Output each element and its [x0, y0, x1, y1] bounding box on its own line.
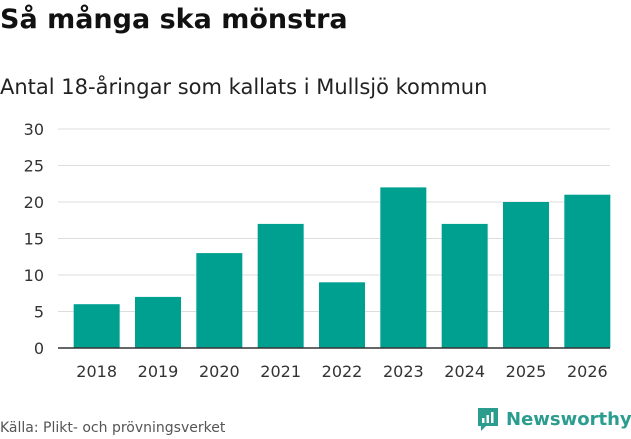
- y-tick-label: 0: [34, 339, 44, 358]
- y-tick-label: 20: [24, 193, 44, 212]
- x-tick-label: 2024: [444, 362, 485, 381]
- x-tick-label: 2019: [138, 362, 179, 381]
- x-tick-label: 2022: [322, 362, 363, 381]
- x-tick-label: 2023: [383, 362, 424, 381]
- source-note: Källa: Plikt- och prövningsverket: [0, 420, 226, 436]
- chart-subtitle: Antal 18-åringar som kallats i Mullsjö k…: [0, 75, 488, 99]
- x-tick-label: 2026: [567, 362, 608, 381]
- bar: [441, 223, 488, 348]
- brand-name: Newsworthy: [506, 408, 631, 430]
- x-tick-label: 2020: [199, 362, 240, 381]
- bar: [196, 253, 243, 348]
- y-tick-label: 15: [24, 230, 44, 249]
- chart-title: Så många ska mönstra: [0, 4, 348, 35]
- bar: [564, 194, 611, 348]
- bar: [380, 187, 427, 348]
- y-tick-label: 25: [24, 157, 44, 176]
- y-tick-label: 10: [24, 266, 44, 285]
- bar: [319, 282, 365, 348]
- x-tick-label: 2018: [76, 362, 117, 381]
- x-tick-label: 2025: [506, 362, 547, 381]
- bar: [257, 223, 304, 348]
- brand-logo: Newsworthy: [476, 406, 631, 432]
- y-tick-label: 5: [34, 303, 44, 322]
- x-tick-label: 2021: [260, 362, 301, 381]
- bar: [135, 296, 181, 348]
- bar: [73, 304, 120, 348]
- bar: [503, 202, 549, 348]
- newsworthy-logo-icon: [478, 408, 498, 431]
- y-tick-label: 30: [24, 120, 44, 139]
